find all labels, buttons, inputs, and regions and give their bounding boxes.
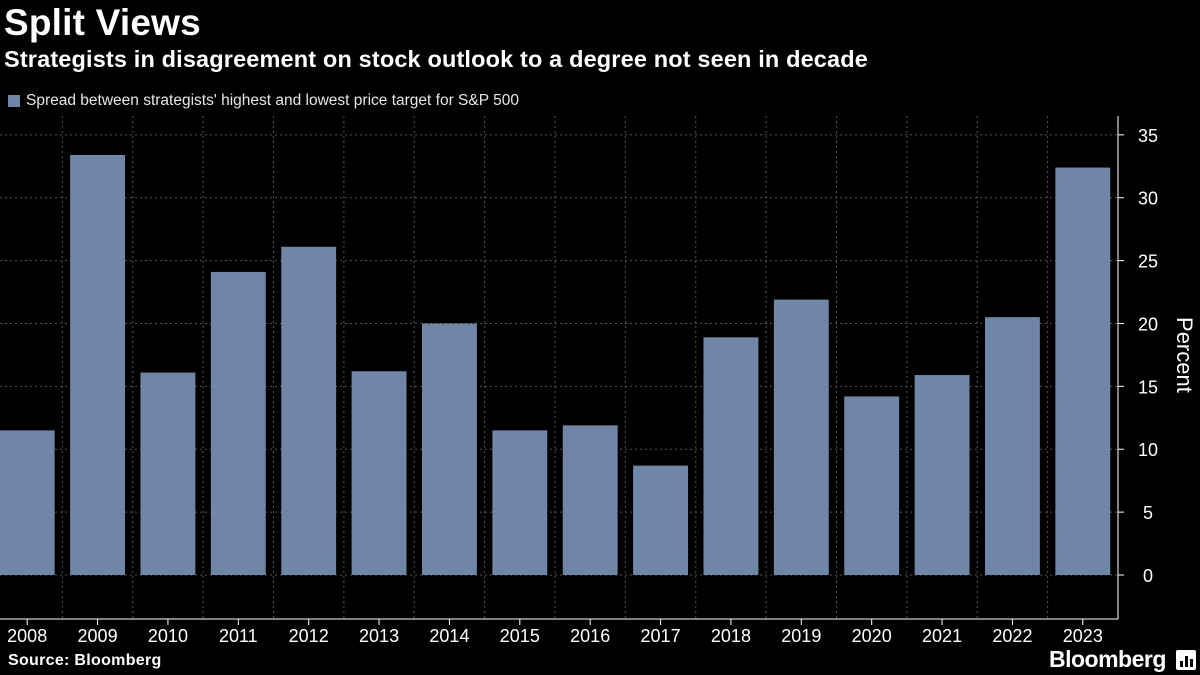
x-tick-label: 2018 (711, 626, 751, 646)
y-tick-label: 25 (1138, 252, 1158, 272)
x-tick-label: 2009 (78, 626, 118, 646)
y-tick-label: 35 (1138, 126, 1158, 146)
x-tick-label: 2020 (852, 626, 892, 646)
bar-2017 (633, 465, 689, 575)
y-tick-label: 20 (1138, 314, 1158, 334)
bar-2020 (844, 396, 900, 575)
terminal-icon (1176, 650, 1196, 670)
bar-2011 (210, 271, 266, 575)
y-tick-label: 5 (1143, 503, 1153, 523)
x-tick-label: 2015 (500, 626, 540, 646)
bar-2022 (984, 317, 1040, 575)
brand-logo: Bloomberg (1049, 646, 1166, 672)
y-tick-label: 10 (1138, 440, 1158, 460)
x-tick-label: 2008 (7, 626, 47, 646)
x-tick-label: 2014 (429, 626, 469, 646)
bar-2008 (0, 430, 55, 575)
x-tick-label: 2019 (781, 626, 821, 646)
legend-label: Spread between strategists' highest and … (26, 92, 519, 109)
x-tick-label: 2023 (1063, 626, 1103, 646)
bar-2013 (351, 371, 407, 575)
x-tick-label: 2017 (641, 626, 681, 646)
y-tick-label: 15 (1138, 377, 1158, 397)
bar-2023 (1055, 167, 1111, 575)
x-tick-label: 2022 (992, 626, 1032, 646)
chart-title: Split Views (4, 2, 201, 43)
bar-2016 (562, 425, 618, 575)
x-tick-label: 2011 (219, 626, 258, 646)
x-tick-label: 2012 (289, 626, 329, 646)
x-tick-label: 2016 (570, 626, 610, 646)
bar-2010 (140, 372, 196, 575)
x-tick-label: 2013 (359, 626, 399, 646)
source-note: Source: Bloomberg (8, 652, 162, 669)
bar-2009 (70, 154, 126, 575)
x-tick-label: 2021 (922, 626, 962, 646)
chart-subtitle: Strategists in disagreement on stock out… (4, 46, 868, 72)
y-tick-label: 0 (1143, 566, 1153, 586)
bar-2018 (703, 337, 759, 575)
y-tick-label: 30 (1138, 189, 1158, 209)
legend: Spread between strategists' highest and … (8, 92, 519, 110)
bar-2021 (914, 375, 970, 575)
bar-2015 (492, 430, 548, 575)
legend-swatch (8, 95, 20, 107)
y-axis-title: Percent (1172, 317, 1197, 393)
bar-2014 (421, 323, 477, 575)
x-tick-label: 2010 (148, 626, 188, 646)
bar-2012 (281, 246, 337, 575)
bar-2019 (773, 299, 829, 575)
